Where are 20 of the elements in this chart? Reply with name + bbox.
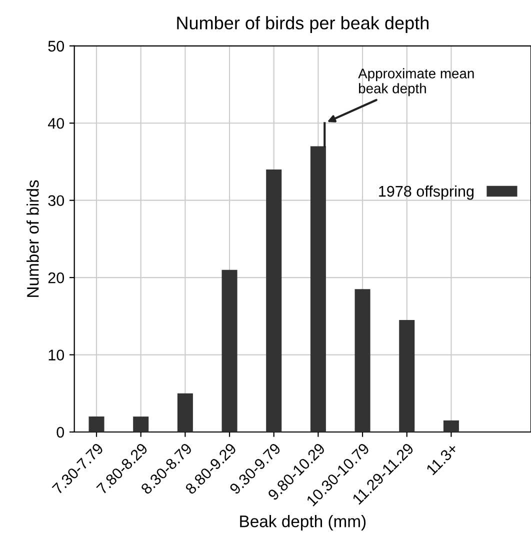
- legend-label: 1978 offspring: [379, 185, 474, 200]
- bar: [399, 320, 415, 432]
- annotation: Approximate mean beak depth: [358, 68, 474, 96]
- y-axis-title: Number of birds: [26, 180, 39, 297]
- bar: [310, 146, 326, 432]
- chart-title: Number of birds per beak depth: [177, 16, 428, 33]
- y-tick-label: 0: [56, 426, 64, 438]
- x-axis-title: Beak depth (mm): [240, 515, 366, 531]
- y-tick-label: 50: [48, 40, 64, 52]
- bar: [222, 270, 238, 432]
- y-tick-label: 10: [48, 350, 64, 360]
- y-tick-label: 20: [48, 272, 64, 284]
- bar: [354, 289, 370, 432]
- y-tick-label: 40: [48, 118, 64, 129]
- y-tick-label: 30: [48, 195, 64, 206]
- bar: [88, 416, 104, 432]
- bar: [443, 420, 459, 432]
- bar: [133, 416, 149, 432]
- bar: [177, 393, 193, 432]
- bar: [266, 169, 282, 432]
